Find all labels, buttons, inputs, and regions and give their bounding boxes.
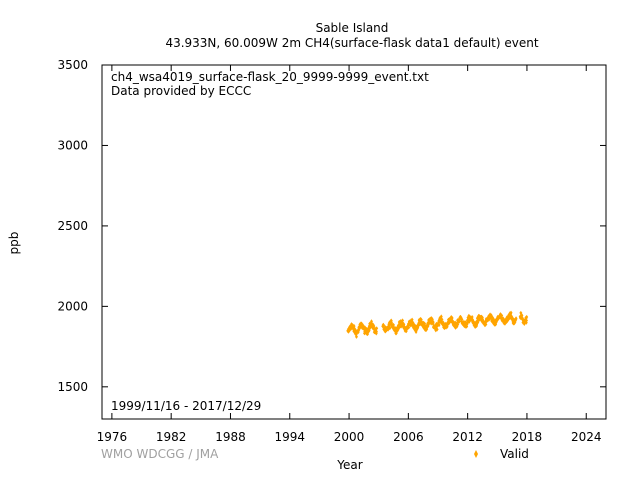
y-tick-label: 3000 <box>57 138 88 152</box>
data-point <box>509 310 513 315</box>
x-tick-label: 2006 <box>393 430 424 444</box>
data-point <box>506 317 510 322</box>
data-point <box>468 319 472 324</box>
data-point <box>404 329 408 334</box>
data-point <box>352 325 356 331</box>
data-point <box>369 319 373 324</box>
data-point <box>525 314 529 320</box>
data-point <box>382 323 386 328</box>
legend-label: Valid <box>500 447 529 461</box>
data-point <box>434 328 438 333</box>
data-point <box>356 330 360 335</box>
chart-title: Sable Island <box>316 21 389 35</box>
data-point <box>353 326 357 332</box>
data-point <box>423 321 427 326</box>
data-point <box>431 319 435 325</box>
data-point <box>506 318 510 323</box>
data-point <box>348 328 352 333</box>
y-tick-label: 1500 <box>57 380 88 394</box>
data-point <box>520 313 524 318</box>
data-point <box>475 318 479 324</box>
data-point <box>494 322 498 327</box>
x-tick-label: 1994 <box>274 430 305 444</box>
data-point <box>524 318 528 323</box>
data-point <box>367 328 371 333</box>
data-point <box>435 327 439 332</box>
data-point <box>521 317 525 322</box>
data-point <box>443 321 447 327</box>
y-tick-label: 3500 <box>57 58 88 72</box>
data-point <box>407 325 411 330</box>
data-point <box>363 331 367 336</box>
data-point <box>354 334 358 339</box>
data-point <box>394 331 398 336</box>
plot-frame <box>101 64 607 420</box>
x-tick-label: 1982 <box>156 430 187 444</box>
data-point <box>477 317 481 322</box>
data-point <box>511 317 515 322</box>
data-point <box>509 313 513 318</box>
data-point <box>514 316 518 321</box>
data-point <box>410 317 414 322</box>
data-point <box>460 317 464 322</box>
data-point <box>388 325 392 331</box>
x-tick-label: 2000 <box>334 430 365 444</box>
data-point <box>462 319 466 324</box>
data-point <box>437 322 441 328</box>
x-tick-label: 1976 <box>97 430 128 444</box>
data-point <box>389 320 393 325</box>
data-point <box>500 313 504 318</box>
data-point <box>484 322 488 327</box>
data-point <box>368 325 372 330</box>
data-point <box>453 320 457 325</box>
x-tick-label: 2018 <box>512 430 543 444</box>
data-point <box>397 325 401 330</box>
data-point <box>480 315 484 320</box>
provider-annotation: Data provided by ECCC <box>111 84 251 98</box>
y-tick-label: 2500 <box>57 219 88 233</box>
data-point <box>363 325 367 330</box>
data-point <box>401 318 405 323</box>
legend-marker <box>474 450 478 458</box>
data-point <box>402 322 406 327</box>
x-tick-label: 2024 <box>571 430 602 444</box>
y-axis-label: ppb <box>7 232 21 255</box>
x-tick-label: 2012 <box>452 430 483 444</box>
x-axis-label: Year <box>336 458 362 472</box>
chart-subtitle: 43.933N, 60.009W 2m CH4(surface-flask da… <box>165 36 538 50</box>
data-point <box>439 314 443 319</box>
data-point <box>375 326 379 331</box>
file-name-annotation: ch4_wsa4019_surface-flask_20_9999-9999_e… <box>111 70 429 84</box>
data-point <box>357 328 361 333</box>
data-point <box>374 329 378 334</box>
data-point <box>440 317 444 322</box>
data-point <box>450 315 454 321</box>
data-point <box>394 327 398 332</box>
data-point <box>465 321 469 327</box>
x-axis: 1976 1982 1988 1994 2000 2006 2012 2018 2024 <box>97 65 602 444</box>
credit-text: WMO WDCGG / JMA <box>101 447 219 461</box>
legend: Valid <box>474 447 529 461</box>
data-point <box>471 317 475 322</box>
data-point <box>426 323 430 329</box>
data-points <box>346 310 529 339</box>
data-point <box>358 326 362 331</box>
y-tick-label: 2000 <box>57 299 88 313</box>
x-tick-label: 1988 <box>215 430 246 444</box>
data-point <box>441 320 445 325</box>
y-axis: 1500 2000 2500 3000 3500 <box>57 58 606 394</box>
data-point <box>391 322 395 328</box>
data-point <box>447 320 451 325</box>
data-point <box>389 318 393 323</box>
date-range-annotation: 1999/11/16 - 2017/12/29 <box>111 399 261 413</box>
data-point <box>450 318 454 323</box>
